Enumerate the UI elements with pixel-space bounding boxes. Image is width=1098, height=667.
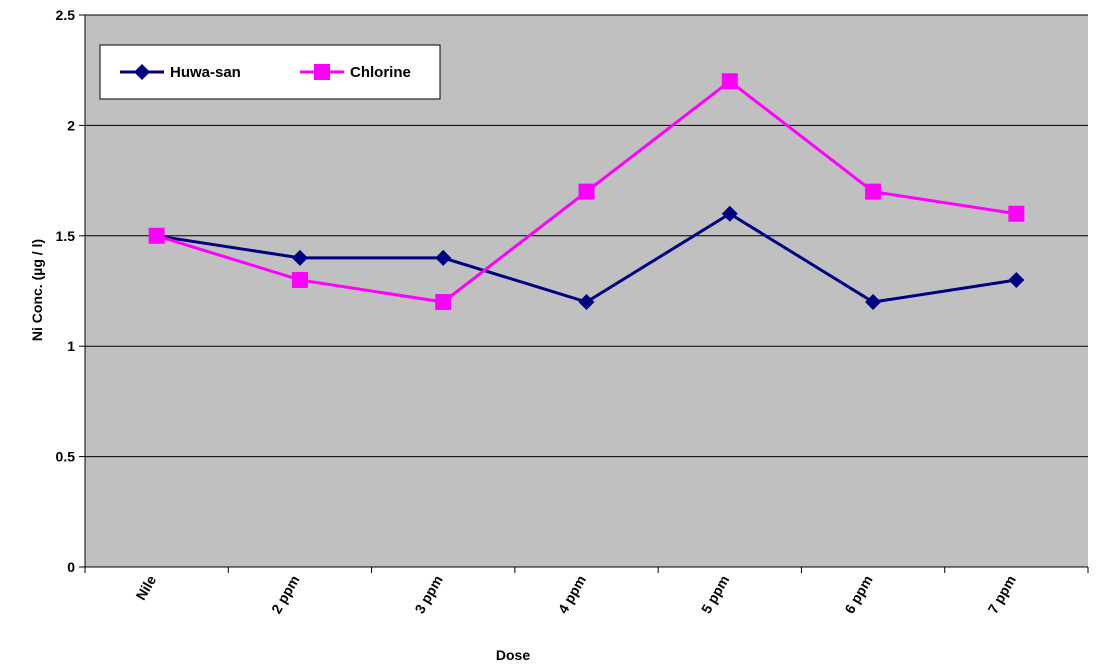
data-point-square [865, 183, 882, 200]
data-point-square [291, 271, 308, 288]
data-point-diamond [578, 294, 595, 311]
legend-label: Huwa-san [170, 64, 241, 81]
data-point-square [578, 183, 595, 200]
y-tick-label: 1 [67, 338, 75, 354]
data-point-diamond [1008, 271, 1025, 288]
x-tick-label: 6 ppm [841, 573, 875, 617]
data-point-diamond [721, 205, 738, 222]
gridlines [85, 14, 1088, 458]
series-chlorine [148, 73, 1025, 311]
y-tick-label: 1.5 [56, 228, 76, 244]
data-point-square [435, 294, 452, 311]
data-point-square [721, 73, 738, 90]
legend: Huwa-san Chlorine [99, 44, 441, 100]
series-huwa-san [148, 205, 1025, 311]
y-axis-title: Ni Conc. (µg / l) [29, 239, 45, 341]
data-point-square [148, 227, 165, 244]
x-tick-label: 3 ppm [411, 573, 445, 617]
y-tick-label: 2.5 [56, 7, 76, 23]
x-tick-label: 4 ppm [555, 573, 589, 617]
data-point-diamond [865, 294, 882, 311]
data-point-square [1008, 205, 1025, 222]
y-tick-label: 2 [67, 117, 75, 133]
data-point-diamond [435, 249, 452, 266]
legend-marker [134, 64, 150, 80]
x-tick-label: Nile [133, 572, 160, 602]
legend-item: Chlorine [300, 64, 411, 81]
legend-marker [314, 64, 330, 80]
legend-item: Huwa-san [120, 64, 241, 81]
y-tick-label: 0 [67, 559, 75, 575]
x-tick-label: 7 ppm [984, 573, 1018, 617]
x-tick-label: 5 ppm [698, 573, 732, 617]
x-tick-label: 2 ppm [268, 573, 302, 617]
legend-label: Chlorine [350, 64, 411, 81]
plot-area [85, 15, 1088, 567]
series [148, 73, 1025, 311]
data-point-diamond [291, 249, 308, 266]
y-tick-label: 0.5 [56, 449, 76, 465]
x-axis-title: Dose [496, 647, 530, 663]
